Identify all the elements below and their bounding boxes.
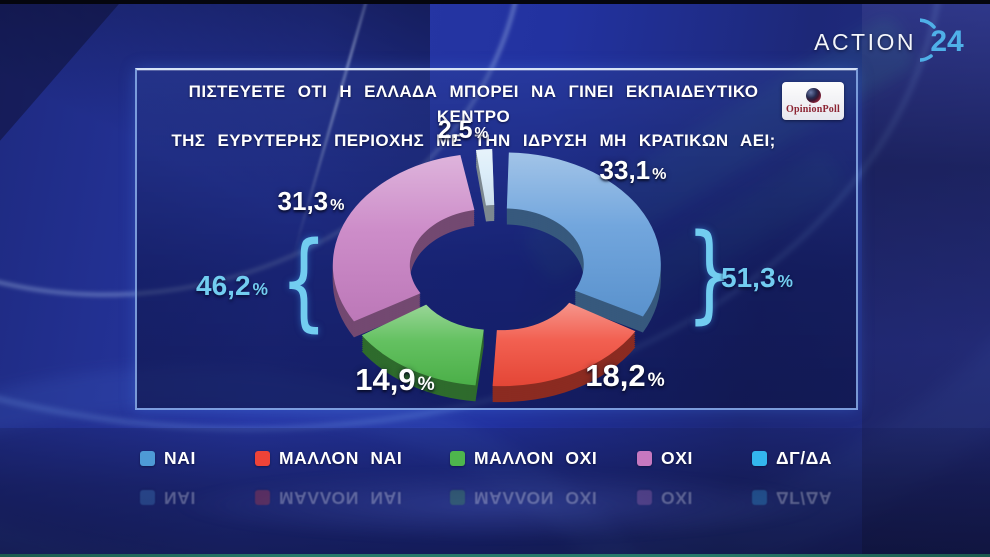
slice-label-dgda: 2,5%	[437, 116, 489, 144]
legend-label: ΟΧΙ	[661, 448, 693, 468]
legend-swatch-icon	[637, 490, 652, 505]
legend-item-2: ΜΑΛΛΟΝ ΟΧΙ	[450, 448, 597, 469]
legend-label: ΔΓ/ΔΑ	[776, 488, 833, 508]
slice-label-mallon-nai: 18,2%	[585, 358, 665, 393]
slice-label-oxi: 31,3%	[277, 186, 345, 216]
legend-label: ΜΑΛΛΟΝ ΝΑΙ	[279, 488, 403, 508]
background-shading	[862, 0, 990, 557]
legend-item-4-reflection: ΔΓ/ΔΑ	[752, 487, 832, 508]
opinionpoll-sphere-icon	[805, 87, 821, 103]
group-brace-left: {	[280, 219, 328, 342]
legend-label: ΔΓ/ΔΑ	[776, 448, 833, 468]
donut-slice-4	[475, 149, 495, 206]
legend-swatch-icon	[637, 451, 652, 466]
chart-legend: ΝΑΙ ΜΑΛΛΟΝ ΝΑΙ ΜΑΛΛΟΝ ΟΧΙ ΟΧΙ ΔΓ/ΔΑ	[0, 448, 990, 470]
channel-logo-number: 24	[930, 25, 964, 58]
legend-label: ΜΑΛΛΟΝ ΟΧΙ	[474, 488, 598, 508]
legend-swatch-icon	[450, 490, 465, 505]
legend-swatch-icon	[255, 451, 270, 466]
legend-item-1: ΜΑΛΛΟΝ ΝΑΙ	[255, 448, 402, 469]
legend-label: ΟΧΙ	[661, 488, 693, 508]
slice-label-nai: 33,1%	[599, 155, 667, 185]
group-label-no-total: 46,2%	[196, 270, 268, 301]
donut-slice-1	[492, 302, 636, 387]
legend-item-4: ΔΓ/ΔΑ	[752, 448, 832, 469]
group-brace-right: }	[686, 211, 734, 334]
group-label-yes-total: 51,3%	[721, 262, 793, 293]
legend-item-3: ΟΧΙ	[637, 448, 693, 469]
legend-item-0-reflection: ΝΑΙ	[140, 487, 196, 508]
channel-logo-24: 24	[920, 18, 974, 66]
legend-item-3-reflection: ΟΧΙ	[637, 487, 693, 508]
legend-item-1-reflection: ΜΑΛΛΟΝ ΝΑΙ	[255, 487, 402, 508]
donut-slice-2	[361, 304, 484, 386]
donut-slice-3	[332, 154, 475, 322]
channel-logo: ACTION 24	[814, 18, 974, 66]
legend-swatch-icon	[255, 490, 270, 505]
legend-swatch-icon	[752, 451, 767, 466]
channel-logo-text: ACTION	[814, 28, 916, 55]
legend-swatch-icon	[752, 490, 767, 505]
legend-swatch-icon	[140, 490, 155, 505]
legend-swatch-icon	[450, 451, 465, 466]
legend-label: ΝΑΙ	[164, 448, 196, 468]
legend-swatch-icon	[140, 451, 155, 466]
opinionpoll-name: OpinionPoll	[786, 103, 840, 115]
legend-label: ΝΑΙ	[164, 488, 196, 508]
legend-label: ΜΑΛΛΟΝ ΝΑΙ	[279, 448, 403, 468]
donut-slice-0	[506, 152, 661, 317]
legend-item-2-reflection: ΜΑΛΛΟΝ ΟΧΙ	[450, 487, 597, 508]
opinionpoll-badge: OpinionPoll	[782, 82, 844, 120]
legend-label: ΜΑΛΛΟΝ ΟΧΙ	[474, 448, 598, 468]
chart-legend-reflection: ΝΑΙ ΜΑΛΛΟΝ ΝΑΙ ΜΑΛΛΟΝ ΟΧΙ ΟΧΙ ΔΓ/ΔΑ	[0, 486, 990, 508]
legend-item-0: ΝΑΙ	[140, 448, 196, 469]
slice-label-mallon-oxi: 14,9%	[355, 362, 435, 397]
top-border-strip	[0, 0, 990, 4]
